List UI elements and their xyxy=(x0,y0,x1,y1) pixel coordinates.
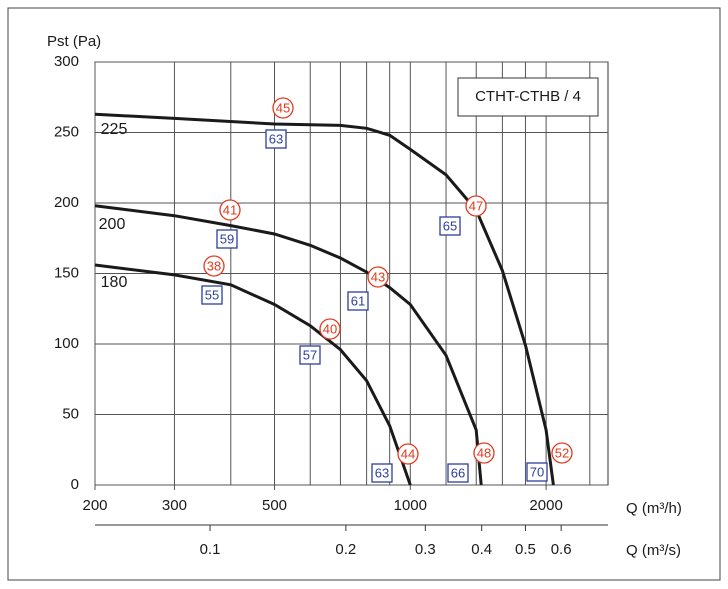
efficiency-label: 70 xyxy=(530,464,544,479)
curve-label: 225 xyxy=(101,121,128,138)
noise-marker xyxy=(272,97,294,119)
noise-marker xyxy=(219,199,241,221)
efficiency-marker xyxy=(371,463,393,483)
efficiency-marker xyxy=(216,229,238,249)
x2-axis-title: Q (m³/s) xyxy=(626,542,681,559)
x-tick-label: 300 xyxy=(162,497,187,514)
y-tick-label: 100 xyxy=(54,335,79,352)
noise-label: 48 xyxy=(477,445,491,460)
noise-label: 43 xyxy=(371,269,385,284)
noise-label: 52 xyxy=(555,445,569,460)
noise-label: 40 xyxy=(323,321,337,336)
box-label: CTHT-CTHB / 4 xyxy=(475,88,581,105)
efficiency-label: 55 xyxy=(205,287,219,302)
noise-marker xyxy=(319,318,341,340)
curve xyxy=(94,263,412,486)
curve-label: 200 xyxy=(99,216,126,233)
y-tick-label: 200 xyxy=(54,194,79,211)
x2-tick-label: 0.6 xyxy=(551,541,572,558)
efficiency-marker xyxy=(347,291,369,311)
noise-marker xyxy=(551,442,573,464)
efficiency-marker xyxy=(526,462,548,482)
y-tick-label: 0 xyxy=(71,476,79,493)
x-tick-label: 2000 xyxy=(529,497,562,514)
efficiency-label: 65 xyxy=(443,218,457,233)
efficiency-label: 59 xyxy=(220,231,234,246)
efficiency-label: 63 xyxy=(269,131,283,146)
x-axis-title: Q (m³/h) xyxy=(626,500,682,517)
curve-label: 180 xyxy=(101,274,128,291)
x2-tick-label: 0.2 xyxy=(335,541,356,558)
noise-label: 45 xyxy=(276,100,290,115)
noise-label: 38 xyxy=(207,258,221,273)
curve xyxy=(94,112,555,486)
noise-label: 47 xyxy=(469,198,483,213)
efficiency-label: 57 xyxy=(303,347,317,362)
efficiency-marker xyxy=(447,463,469,483)
noise-marker xyxy=(203,255,225,277)
x-tick-label: 1000 xyxy=(394,497,427,514)
x2-tick-label: 0.1 xyxy=(200,541,221,558)
efficiency-label: 61 xyxy=(351,293,365,308)
noise-marker xyxy=(367,266,389,288)
noise-marker xyxy=(397,443,419,465)
noise-marker xyxy=(473,442,495,464)
label-box xyxy=(457,77,599,117)
y-tick-label: 300 xyxy=(54,53,79,70)
efficiency-marker xyxy=(299,345,321,365)
x2-tick-label: 0.4 xyxy=(471,541,492,558)
efficiency-marker xyxy=(439,216,461,236)
noise-label: 41 xyxy=(223,202,237,217)
efficiency-label: 66 xyxy=(451,465,465,480)
efficiency-marker xyxy=(265,129,287,149)
x2-tick-label: 0.5 xyxy=(515,541,536,558)
efficiency-marker xyxy=(201,285,223,305)
y-tick-label: 250 xyxy=(54,123,79,140)
noise-label: 44 xyxy=(401,446,415,461)
x-tick-label: 200 xyxy=(82,497,107,514)
y-axis-title: Pst (Pa) xyxy=(47,33,101,50)
x2-tick-label: 0.3 xyxy=(415,541,436,558)
noise-marker xyxy=(465,195,487,217)
efficiency-label: 63 xyxy=(375,465,389,480)
curve xyxy=(94,204,483,486)
y-tick-label: 50 xyxy=(62,405,79,422)
x-tick-label: 500 xyxy=(262,497,287,514)
y-tick-label: 150 xyxy=(54,264,79,281)
